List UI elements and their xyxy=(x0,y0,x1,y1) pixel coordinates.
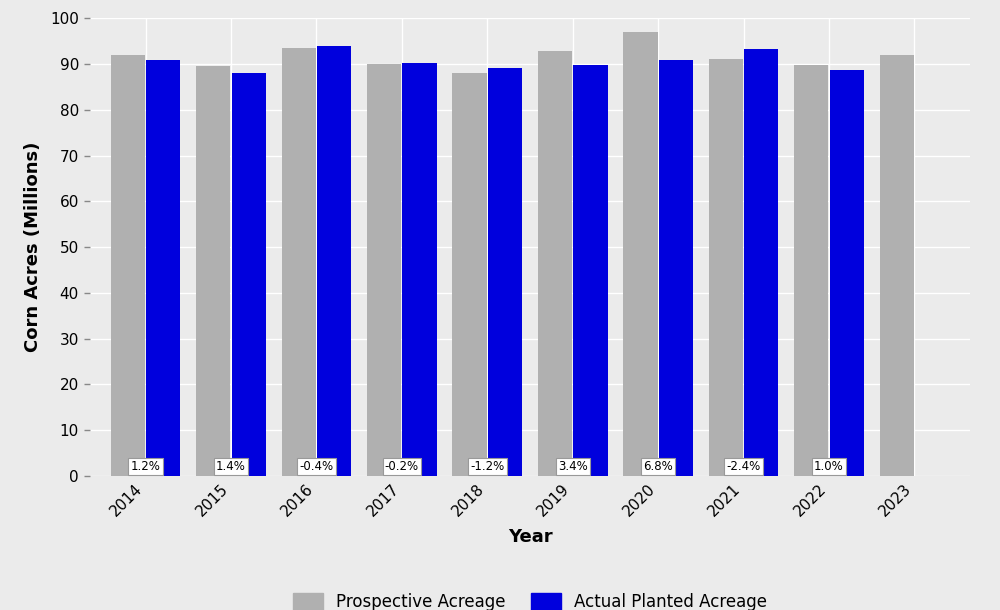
Bar xyxy=(830,71,864,476)
Text: 6.8%: 6.8% xyxy=(643,460,673,473)
Bar xyxy=(282,48,316,476)
Bar xyxy=(367,64,401,476)
Bar xyxy=(794,65,828,476)
Bar xyxy=(488,68,522,476)
Bar xyxy=(232,73,266,476)
Text: -1.2%: -1.2% xyxy=(470,460,504,473)
Bar xyxy=(573,65,608,476)
Y-axis label: Corn Acres (Millions): Corn Acres (Millions) xyxy=(24,142,42,352)
Bar xyxy=(402,63,437,476)
Text: 1.0%: 1.0% xyxy=(814,460,844,473)
Bar xyxy=(111,55,145,476)
Text: -0.4%: -0.4% xyxy=(299,460,333,473)
Bar xyxy=(744,49,778,476)
Bar xyxy=(659,60,693,476)
Text: -0.2%: -0.2% xyxy=(385,460,419,473)
Bar xyxy=(196,66,230,476)
Bar xyxy=(623,32,658,476)
Bar xyxy=(538,51,572,476)
Bar xyxy=(146,60,180,476)
Text: 3.4%: 3.4% xyxy=(558,460,588,473)
Text: 1.4%: 1.4% xyxy=(216,460,246,473)
Text: 1.2%: 1.2% xyxy=(131,460,160,473)
Bar xyxy=(709,59,743,476)
Text: -2.4%: -2.4% xyxy=(726,460,761,473)
Bar xyxy=(317,46,351,476)
Bar xyxy=(452,73,487,476)
X-axis label: Year: Year xyxy=(508,528,552,545)
Bar xyxy=(880,55,914,476)
Legend: Prospective Acreage, Actual Planted Acreage: Prospective Acreage, Actual Planted Acre… xyxy=(285,585,775,610)
